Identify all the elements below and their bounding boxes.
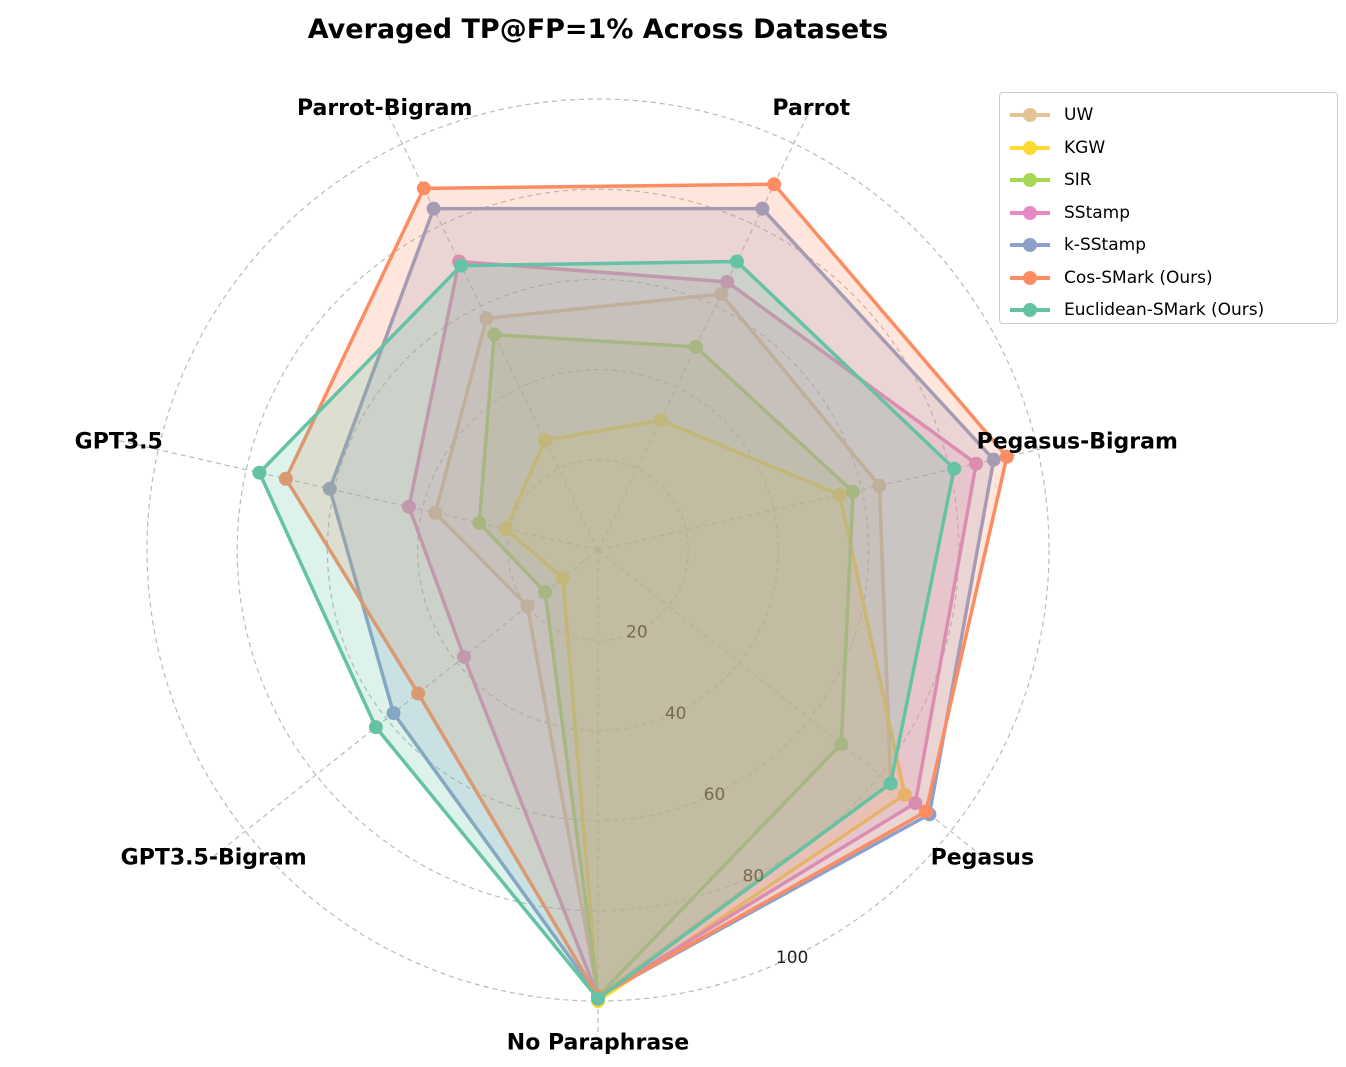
grid-ring <box>146 98 1050 1002</box>
data-point <box>947 461 962 476</box>
radial-tick-label: 20 <box>626 622 648 642</box>
legend-label: SStamp <box>1064 202 1131 223</box>
legend-swatch <box>1010 108 1050 123</box>
data-point <box>454 258 469 273</box>
legend-item: SStamp <box>1010 197 1327 230</box>
legend-item: Euclidean-SMark (Ours) <box>1010 294 1327 327</box>
series-area <box>479 334 854 997</box>
legend-swatch <box>1010 303 1050 318</box>
data-point <box>322 481 337 496</box>
axis-label: No Paraphrase <box>507 1031 689 1056</box>
series-line <box>433 292 893 999</box>
chart-title: Averaged TP@FP=1% Across Datasets <box>307 14 889 45</box>
data-point <box>846 484 861 499</box>
axis-label: GPT3.5-Bigram <box>121 846 307 871</box>
data-point <box>883 776 898 791</box>
data-point <box>401 499 416 514</box>
radial-tick-label: 80 <box>743 867 765 887</box>
data-point <box>487 327 502 342</box>
legend-label: Cos-SMark (Ours) <box>1064 267 1213 288</box>
series-kgw <box>498 412 912 1008</box>
data-point <box>755 201 770 216</box>
series-area <box>408 261 977 997</box>
data-point <box>428 505 443 520</box>
legend-item: Cos-SMark (Ours) <box>1010 262 1327 295</box>
data-point <box>720 274 735 289</box>
grid-ring <box>507 459 689 641</box>
axis-label: Pegasus-Bigram <box>977 430 1178 455</box>
data-point <box>520 599 535 614</box>
legend-label: k-SStamp <box>1064 235 1146 256</box>
legend-swatch <box>1010 238 1050 253</box>
data-point <box>908 796 923 811</box>
data-point <box>688 339 703 354</box>
data-point <box>538 585 553 600</box>
legend-label: Euclidean-SMark (Ours) <box>1064 300 1265 321</box>
legend-label: KGW <box>1064 137 1106 158</box>
series-area <box>285 184 1007 997</box>
legend-label: SIR <box>1064 170 1092 191</box>
data-point <box>555 571 570 586</box>
radial-tick-label: 60 <box>704 785 726 805</box>
radial-tick-label: 40 <box>665 704 687 724</box>
data-point <box>472 515 487 530</box>
axis-label: Parrot-Bigram <box>297 96 473 121</box>
data-point <box>999 449 1014 464</box>
data-point <box>897 787 912 802</box>
data-point <box>278 471 293 486</box>
data-point <box>653 412 668 427</box>
data-point <box>538 433 553 448</box>
data-point <box>832 487 847 502</box>
legend-swatch <box>1010 270 1050 285</box>
legend-swatch <box>1010 173 1050 188</box>
series-area <box>329 208 994 997</box>
data-point <box>767 177 782 192</box>
legend-item: UW <box>1010 99 1327 132</box>
data-point <box>834 737 849 752</box>
legend: UW KGW SIR SStamp k-SStamp Cos-SMark (Ours) Eu… <box>999 92 1338 324</box>
radial-tick-label: 100 <box>776 948 808 968</box>
data-point <box>872 478 887 493</box>
data-point <box>386 706 401 721</box>
series-line <box>284 182 1009 999</box>
axis-label: Parrot <box>772 96 850 121</box>
series-line <box>503 418 907 1003</box>
data-point <box>714 287 729 302</box>
data-point <box>918 804 933 819</box>
data-point <box>252 465 267 480</box>
axis-label: Pegasus <box>931 846 1035 871</box>
data-point <box>416 181 431 196</box>
data-point <box>457 649 472 664</box>
data-point <box>969 456 984 471</box>
series-area <box>505 419 905 1001</box>
legend-item: k-SStamp <box>1010 229 1327 262</box>
axis-spoke <box>118 440 599 551</box>
data-point <box>479 311 494 326</box>
data-point <box>426 201 441 216</box>
data-point <box>498 521 513 536</box>
series-line <box>477 332 855 999</box>
data-point <box>411 686 426 701</box>
series-euclidean-smark-ours- <box>252 254 962 1006</box>
series-line <box>407 259 978 999</box>
axis-spoke <box>213 549 599 857</box>
series-area <box>259 261 955 999</box>
legend-swatch <box>1010 140 1050 155</box>
series-line <box>257 259 956 1001</box>
data-point <box>729 254 744 269</box>
legend-swatch <box>1010 205 1050 220</box>
data-point <box>986 452 1001 467</box>
legend-item: KGW <box>1010 132 1327 165</box>
grid-ring <box>236 188 960 912</box>
data-point <box>591 991 605 1006</box>
legend-item: SIR <box>1010 164 1327 197</box>
legend-label: UW <box>1064 105 1094 126</box>
axis-label: GPT3.5 <box>75 430 163 455</box>
data-point <box>368 720 383 735</box>
